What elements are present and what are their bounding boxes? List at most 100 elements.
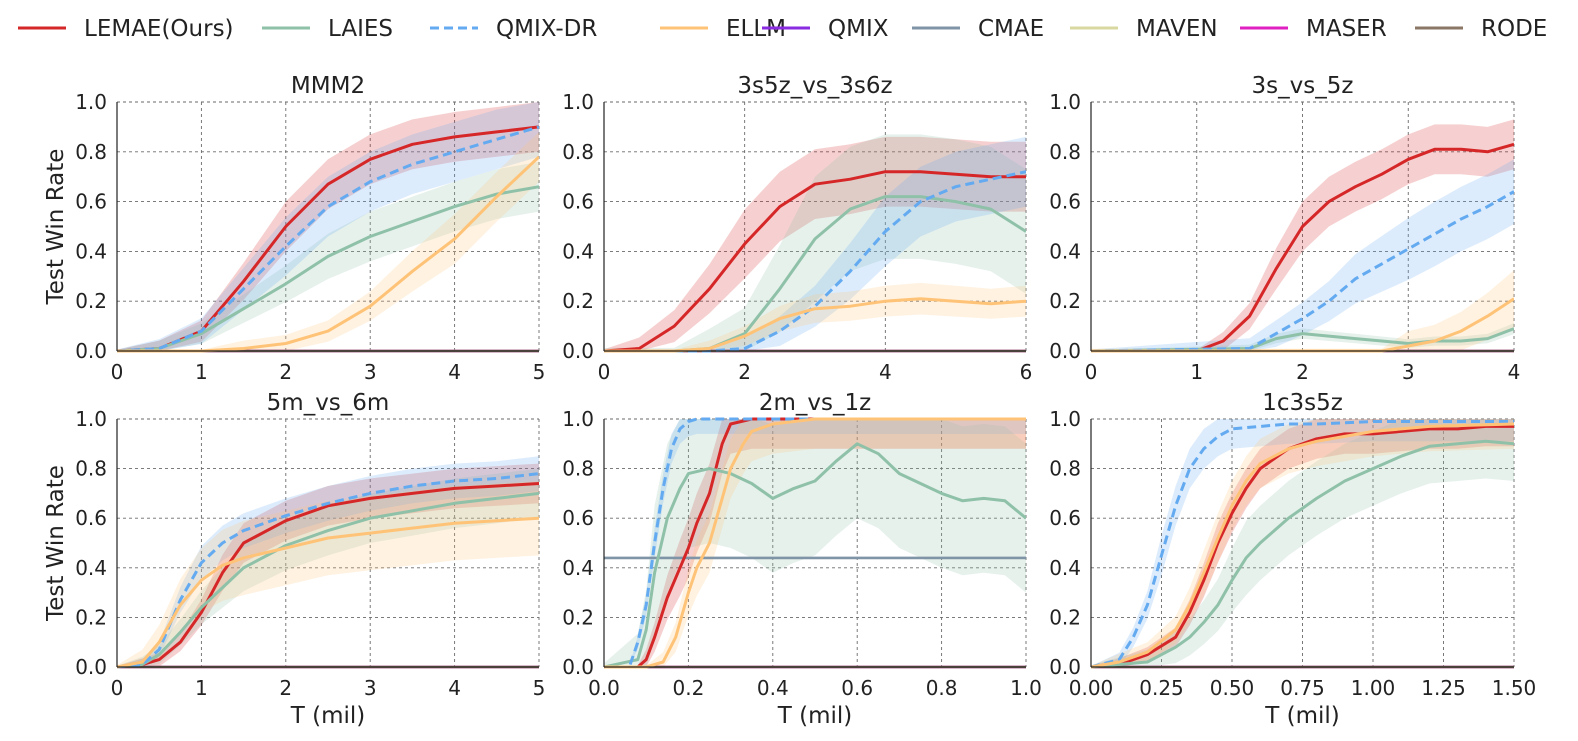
x-tick-label: 4 [448, 360, 461, 384]
x-tick-label: 0.4 [757, 676, 789, 700]
legend-label: QMIX [828, 16, 889, 42]
y-tick-label: 0.4 [75, 239, 107, 263]
series-line-qmix-dr [117, 125, 539, 353]
series-line-lemae-ours- [117, 482, 539, 669]
x-tick-label: 4 [1508, 360, 1521, 384]
confidence-band-laies [117, 468, 539, 667]
series-line-laies [117, 491, 539, 669]
confidence-band-laies [604, 134, 1026, 351]
y-tick-label: 0.0 [75, 655, 107, 679]
legend-item: RODE [1415, 16, 1547, 42]
confidence-band-ellm [1091, 270, 1514, 351]
y-tick-label: 0.8 [1049, 140, 1081, 164]
legend-item: MAVEN [1070, 16, 1218, 42]
y-tick-label: 1.0 [562, 407, 594, 431]
y-tick-label: 1.0 [1049, 407, 1081, 431]
x-tick-label: 1.50 [1492, 676, 1537, 700]
legend-label: LEMAE(Ours) [84, 16, 234, 42]
series-line-ellm [117, 155, 539, 353]
y-tick-label: 0.2 [1049, 289, 1081, 313]
y-tick-label: 0.6 [562, 190, 594, 214]
series-line-ellm [604, 417, 1026, 669]
y-tick-label: 0.8 [562, 140, 594, 164]
y-axis-label: Test Win Rate [43, 465, 69, 622]
x-tick-label: 1.25 [1421, 676, 1466, 700]
x-axis-label: T (mil) [290, 703, 366, 729]
y-tick-label: 0.4 [562, 239, 594, 263]
legend-label: LAIES [328, 16, 393, 42]
legend-label: MAVEN [1136, 16, 1218, 42]
confidence-band-lemae-ours- [117, 102, 539, 351]
x-tick-label: 1 [195, 676, 208, 700]
y-tick-label: 0.0 [562, 655, 594, 679]
series-line-lemae-ours- [604, 170, 1026, 353]
subplot-title: 3s_vs_5z [1252, 73, 1354, 99]
x-tick-label: 3 [1402, 360, 1415, 384]
subplot-2m-vs-1z: 0.0 0.2 0.4 0.6 0.8 1.0 0.0 0.2 0.4 0.6 0.8 1.0 2m_v… [562, 390, 1042, 729]
y-tick-label: 1.0 [562, 90, 594, 114]
x-tick-label: 1.0 [1010, 676, 1042, 700]
series-line-laies [1091, 439, 1514, 669]
y-tick-label: 0.8 [75, 457, 107, 481]
x-tick-label: 4 [879, 360, 892, 384]
series-line-ellm [117, 516, 539, 669]
legend-label: RODE [1481, 16, 1547, 42]
confidence-band-ellm [117, 481, 539, 667]
series-line-qmix-dr [1091, 190, 1514, 353]
legend: LEMAE(Ours) LAIES QMIX-DR ELLM QMIX CMAE MAVEN… [18, 16, 1547, 42]
series-line-qmix-dr [1091, 420, 1514, 669]
y-tick-label: 0.8 [562, 457, 594, 481]
legend-item: CMAE [912, 16, 1044, 42]
confidence-band-lemae-ours- [604, 136, 1026, 351]
legend-item: LAIES [262, 16, 393, 42]
subplot-title: 2m_vs_1z [759, 390, 871, 416]
plot-area [117, 102, 539, 353]
x-tick-label: 2 [279, 676, 292, 700]
confidence-band-ellm [117, 131, 539, 351]
confidence-band-lemae-ours- [1091, 419, 1514, 667]
y-tick-label: 1.0 [1049, 90, 1081, 114]
subplot-grid: 0 1 2 3 4 5 0.0 0.2 0.4 0.6 0.8 1.0 MMM2 Test Win Rat… [43, 73, 1536, 729]
confidence-band-qmix-dr [117, 102, 539, 351]
x-axis-label: T (mil) [1264, 703, 1340, 729]
series-line-laies [604, 442, 1026, 669]
subplot-3s5z-vs-3s6z: 0 2 4 6 0.0 0.2 0.4 0.6 0.8 1.0 3s5z_vs_3s6z [562, 73, 1032, 384]
y-tick-label: 0.6 [1049, 506, 1081, 530]
y-tick-label: 0.0 [562, 339, 594, 363]
series-line-ellm [604, 297, 1026, 353]
x-tick-label: 1 [195, 360, 208, 384]
y-axis-label: Test Win Rate [43, 149, 69, 306]
x-tick-label: 3 [364, 360, 377, 384]
subplot-title: 5m_vs_6m [267, 390, 390, 416]
legend-label: CMAE [978, 16, 1044, 42]
plot-area [1091, 119, 1514, 353]
y-tick-label: 0.6 [75, 506, 107, 530]
y-tick-label: 0.2 [1049, 605, 1081, 629]
x-tick-label: 0 [111, 676, 124, 700]
plot-area [604, 134, 1026, 353]
legend-label: MASER [1306, 16, 1387, 42]
y-tick-label: 0.8 [75, 140, 107, 164]
y-tick-label: 0.6 [75, 190, 107, 214]
series-line-qmix-dr [117, 472, 539, 669]
confidence-band-ellm [1091, 419, 1514, 667]
x-tick-label: 0 [598, 360, 611, 384]
legend-item: LEMAE(Ours) [18, 16, 234, 42]
confidence-band-lemae-ours- [1091, 119, 1514, 352]
legend-item: QMIX [762, 16, 889, 42]
y-tick-label: 0.6 [562, 506, 594, 530]
subplot-title: MMM2 [291, 73, 365, 99]
y-tick-label: 0.4 [562, 556, 594, 580]
subplot-title: 3s5z_vs_3s6z [737, 73, 892, 99]
y-tick-label: 0.6 [1049, 190, 1081, 214]
y-tick-label: 1.0 [75, 407, 107, 431]
y-tick-label: 1.0 [75, 90, 107, 114]
confidence-band-laies [604, 419, 1026, 667]
x-tick-label: 2 [738, 360, 751, 384]
x-tick-label: 0 [1085, 360, 1098, 384]
y-tick-label: 0.8 [1049, 457, 1081, 481]
plot-area [117, 456, 539, 669]
x-tick-label: 0.75 [1280, 676, 1325, 700]
legend-item: QMIX-DR [430, 16, 597, 42]
x-tick-label: 0.00 [1069, 676, 1114, 700]
